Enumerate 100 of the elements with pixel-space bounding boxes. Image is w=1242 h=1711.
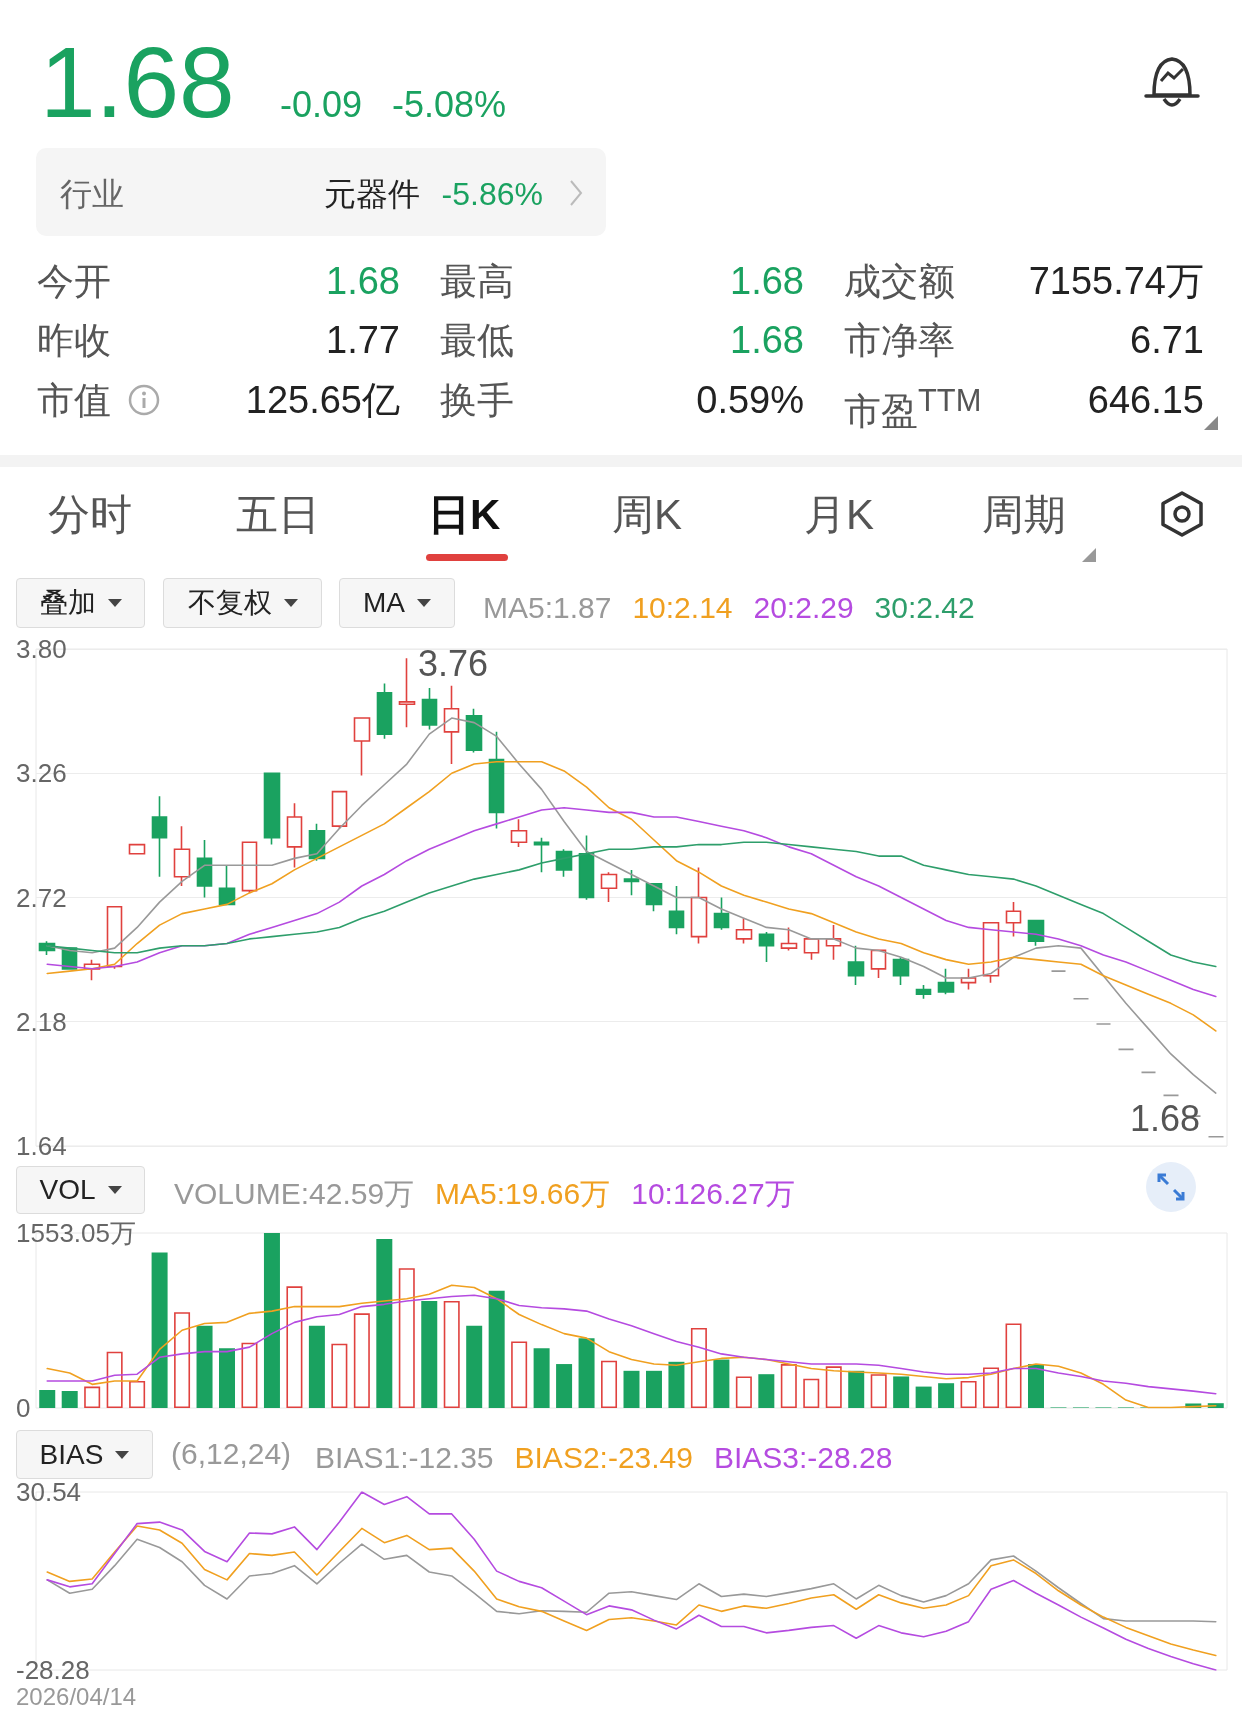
candlestick <box>892 956 910 986</box>
dropdown-button[interactable]: 不复权 <box>163 578 322 628</box>
candlestick <box>870 949 887 979</box>
candlestick <box>578 834 595 901</box>
text: 今开 <box>37 260 111 303</box>
text: 1.68 <box>730 318 804 362</box>
text: 1.77 <box>326 318 400 362</box>
line-series <box>46 1294 1217 1395</box>
bar <box>983 1367 1000 1408</box>
y-tick-label: 0 <box>16 1393 31 1423</box>
bar <box>466 1325 483 1408</box>
text: 1.68 <box>40 26 235 138</box>
bar <box>331 1343 348 1408</box>
bar <box>825 1366 842 1408</box>
candlestick <box>1005 901 1022 938</box>
dropdown-button[interactable]: VOL <box>16 1166 145 1214</box>
candlestick <box>533 836 550 873</box>
text: 市净率 <box>844 319 955 362</box>
text: 月K <box>804 491 875 539</box>
candlestick <box>1072 997 1090 1000</box>
text: MA5:1.87 <box>483 590 612 624</box>
bar <box>376 1238 393 1408</box>
text: 分时 <box>48 491 132 539</box>
bar <box>308 1325 325 1408</box>
annotation: 1.68 <box>1129 1097 1200 1139</box>
candlestick <box>847 945 865 986</box>
candlestick <box>1140 1071 1157 1074</box>
text: 昨收 <box>37 319 111 362</box>
text: 周期 <box>982 491 1066 539</box>
line-series <box>46 1284 1217 1409</box>
text: BIAS1:-12.35 <box>315 1440 494 1474</box>
text: 周K <box>612 491 683 539</box>
y-tick-label: 3.80 <box>16 634 67 664</box>
text: 10:2.14 <box>632 590 733 624</box>
bar <box>61 1391 78 1408</box>
bar <box>780 1364 797 1408</box>
candlestick <box>128 843 146 855</box>
annotation: 3.76 <box>418 642 489 684</box>
text: 1.68 <box>326 259 400 303</box>
bar <box>129 1380 146 1408</box>
dropdown-button[interactable]: 叠加 <box>16 578 145 628</box>
text: MA5:19.66万 <box>435 1176 611 1210</box>
bar <box>578 1338 595 1408</box>
text: 6.71 <box>1130 318 1204 362</box>
candlestick <box>735 917 753 945</box>
bar <box>398 1268 415 1408</box>
candlestick <box>421 687 438 731</box>
bar <box>174 1312 191 1408</box>
y-tick-label: 30.54 <box>16 1477 82 1507</box>
candlestick <box>173 825 191 887</box>
bar <box>1005 1323 1022 1408</box>
bar <box>39 1389 56 1408</box>
bar <box>1027 1364 1044 1408</box>
candlestick <box>780 926 798 952</box>
y-tick-label: 3.26 <box>16 758 67 789</box>
text: 换手 <box>440 379 514 422</box>
text: 20:2.29 <box>753 590 854 624</box>
candlestick <box>623 869 640 896</box>
candlestick <box>465 708 483 754</box>
candlestick <box>241 841 258 894</box>
candlestick <box>915 984 932 1000</box>
text: BIAS3:-28.28 <box>713 1440 893 1474</box>
bar <box>848 1370 865 1408</box>
candlestick <box>758 931 775 963</box>
candlestick <box>510 818 528 848</box>
series-label: VOLUME:42.59万 <box>174 1176 415 1210</box>
candlestick <box>376 682 393 740</box>
candlestick <box>488 731 505 830</box>
bar <box>421 1300 438 1408</box>
bar <box>263 1233 280 1408</box>
text: 30:2.42 <box>874 590 975 624</box>
bar <box>960 1380 977 1408</box>
text: 1.68 <box>730 259 804 303</box>
text: -5.86% <box>441 175 543 212</box>
text: 0.59% <box>696 378 804 422</box>
bar <box>151 1252 168 1408</box>
bar <box>196 1325 213 1408</box>
bar <box>533 1348 550 1408</box>
text: 646.15 <box>1087 378 1204 422</box>
bar <box>735 1376 752 1408</box>
bar <box>353 1313 370 1408</box>
y-tick-label: 1553.05万 <box>16 1218 136 1248</box>
candlestick <box>196 839 213 899</box>
dropdown-button[interactable]: BIAS <box>16 1430 153 1479</box>
bar <box>803 1378 820 1408</box>
text: 行业 <box>60 175 124 212</box>
dropdown-button[interactable]: MA <box>339 578 455 628</box>
bar <box>758 1374 775 1408</box>
candlestick <box>803 938 820 961</box>
text: BIAS2:-23.49 <box>514 1440 693 1474</box>
y-tick-label: 2.18 <box>16 1006 67 1037</box>
bar <box>668 1361 685 1408</box>
candlestick <box>331 790 348 830</box>
bar <box>870 1374 887 1408</box>
text: 最低 <box>440 319 514 362</box>
bar <box>938 1383 955 1408</box>
candlestick <box>937 968 955 995</box>
candlestick <box>1162 1094 1180 1097</box>
candlestick <box>690 866 708 945</box>
candlestick <box>443 685 460 765</box>
